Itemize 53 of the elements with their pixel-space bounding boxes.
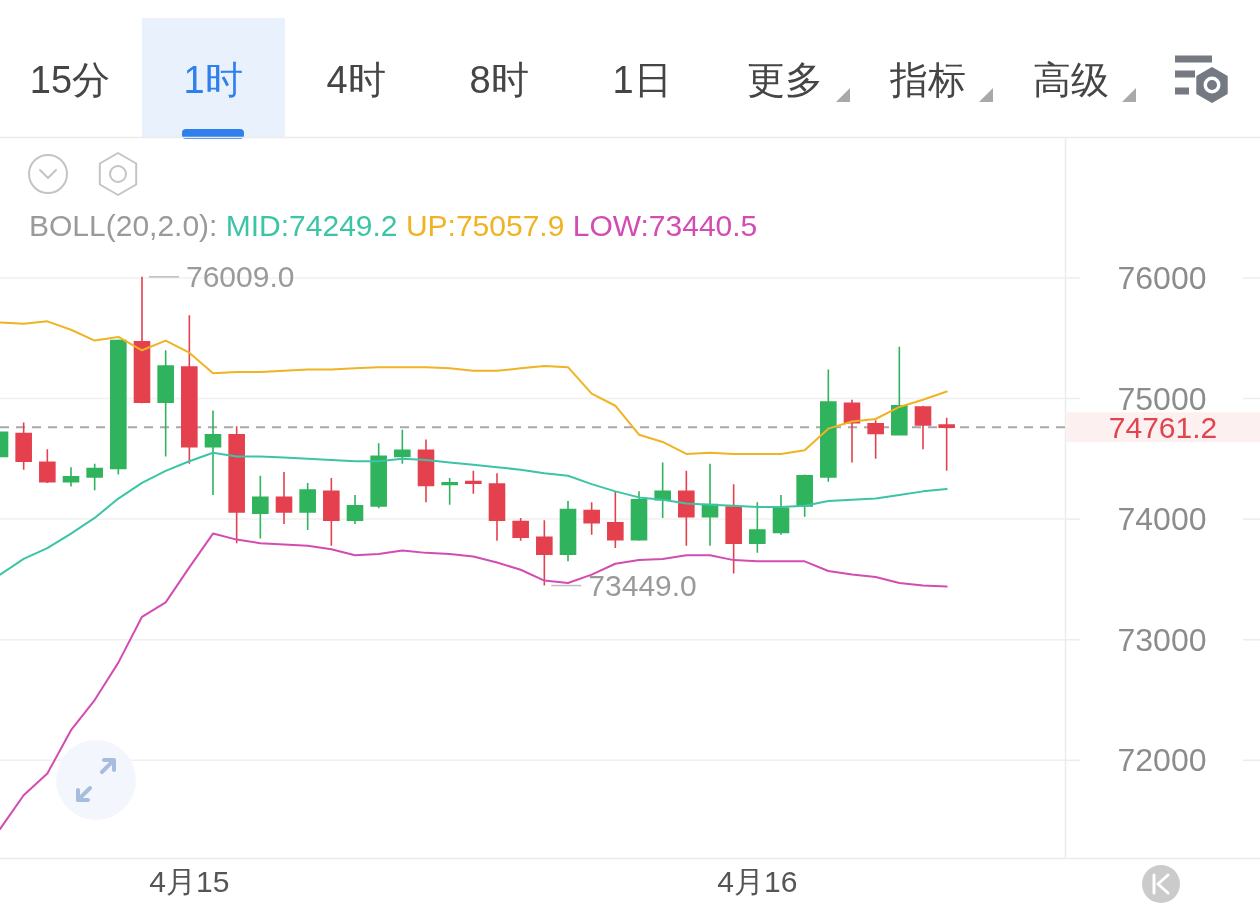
candlestick xyxy=(630,490,648,542)
candlestick xyxy=(323,477,340,547)
y-tick-label: 72000 xyxy=(1117,742,1207,779)
candlestick xyxy=(417,438,435,504)
candlestick xyxy=(62,466,80,488)
candlestick xyxy=(394,429,411,465)
candlestick xyxy=(512,517,529,542)
candlestick xyxy=(772,494,790,536)
y-tick-label: 74000 xyxy=(1117,501,1207,538)
candlestick xyxy=(843,398,861,464)
candlestick xyxy=(938,417,955,472)
annotation: 76009.0 xyxy=(186,260,295,294)
toolbar: 15分 1时 4时 8时 1日 更多 指标 高级 xyxy=(29,18,1136,139)
candlestick xyxy=(275,471,293,525)
candlestick xyxy=(796,473,813,518)
y-tick-label: 76000 xyxy=(1117,259,1207,296)
candlestick xyxy=(252,474,269,540)
candlestick xyxy=(181,314,198,465)
candlestick xyxy=(891,345,908,436)
candlestick xyxy=(228,425,245,545)
candlestick xyxy=(536,519,553,587)
candlestick xyxy=(370,442,387,510)
candlestick xyxy=(488,472,506,542)
candlestick xyxy=(725,483,742,575)
line-series xyxy=(0,532,948,831)
candlestick xyxy=(39,448,56,484)
candlestick xyxy=(204,409,222,496)
candlestick xyxy=(749,501,766,554)
candlestick xyxy=(914,404,932,450)
candlestick xyxy=(157,349,174,458)
candlestick xyxy=(110,338,127,476)
y-tick-label: 73000 xyxy=(1117,621,1207,658)
candlestick xyxy=(867,419,884,460)
candlestick xyxy=(654,461,671,519)
x-tick-label: 4月16 xyxy=(717,864,798,898)
candlestick xyxy=(583,501,600,536)
candlestick xyxy=(559,500,577,563)
candlestick xyxy=(701,462,719,547)
candlestick xyxy=(678,470,695,547)
candlestick xyxy=(607,490,624,549)
candlestick xyxy=(299,482,316,531)
candlestick xyxy=(465,470,482,495)
candlestick xyxy=(133,276,151,405)
line-series xyxy=(0,451,948,576)
candlestick xyxy=(15,421,32,471)
line-series xyxy=(0,320,948,455)
candlestick xyxy=(441,477,458,506)
candlestick xyxy=(346,494,364,525)
candlestick xyxy=(820,368,837,483)
x-tick-label: 4月15 xyxy=(149,864,230,898)
candlestick xyxy=(86,462,103,491)
annotation: 73449.0 xyxy=(588,569,697,603)
legend: BOLL(20,2.0): MID:74249.2 UP:75057.9 LOW:73440.5 xyxy=(29,208,758,242)
